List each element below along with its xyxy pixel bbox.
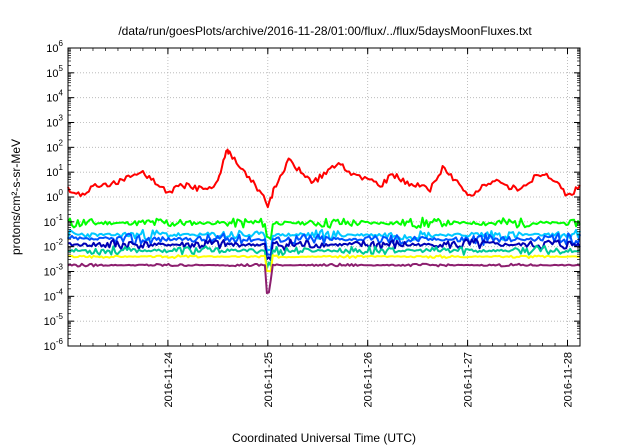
- x-tick-label: 2016-11-27: [463, 352, 475, 407]
- x-tick-label: 2016-11-24: [163, 352, 175, 407]
- series-line-5: [67, 238, 581, 262]
- x-tick-label: 2016-11-25: [263, 352, 275, 407]
- x-tick-label: 2016-11-28: [563, 352, 575, 407]
- grid-lines: [68, 48, 580, 346]
- y-tick-label: 102: [46, 138, 63, 154]
- y-tick-label: 106: [46, 39, 63, 55]
- y-tick-label: 103: [46, 114, 63, 130]
- y-tick-label: 105: [46, 64, 63, 80]
- x-axis-label: Coordinated Universal Time (UTC): [232, 431, 416, 445]
- y-axis-label: protons/cm²-s-sr-MeV: [9, 139, 23, 255]
- series-line-6: [67, 244, 581, 270]
- x-tick-label: 2016-11-26: [363, 352, 375, 407]
- tick-marks: [67, 47, 581, 347]
- y-tick-label: 10-5: [44, 312, 64, 328]
- y-tick-label: 104: [46, 89, 63, 105]
- y-tick-label: 10-1: [44, 213, 64, 229]
- series-line-7: [67, 254, 581, 273]
- series-line-2: [67, 216, 581, 241]
- y-tick-label: 10-6: [44, 337, 64, 353]
- y-tick-label: 100: [46, 188, 63, 204]
- y-tick-label: 10-4: [44, 287, 64, 303]
- y-tick-label: 101: [46, 163, 63, 179]
- x-tick-labels: 2016-11-24 2016-11-25 2016-11-26 2016-11-27…: [163, 352, 575, 407]
- y-tick-label: 10-3: [44, 263, 64, 279]
- y-tick-label: 10-2: [44, 238, 64, 254]
- series-line-4: [67, 232, 581, 256]
- series-group: [67, 148, 581, 295]
- series-line-1: [67, 148, 581, 209]
- chart-title: /data/run/goesPlots/archive/2016-11-28/0…: [118, 24, 532, 38]
- series-line-8: [67, 262, 581, 295]
- y-tick-labels: 10-6 10-5 10-4 10-3 10-2 10-1 100 101 102 103 104 1…: [44, 39, 64, 353]
- series-line-3: [67, 228, 581, 252]
